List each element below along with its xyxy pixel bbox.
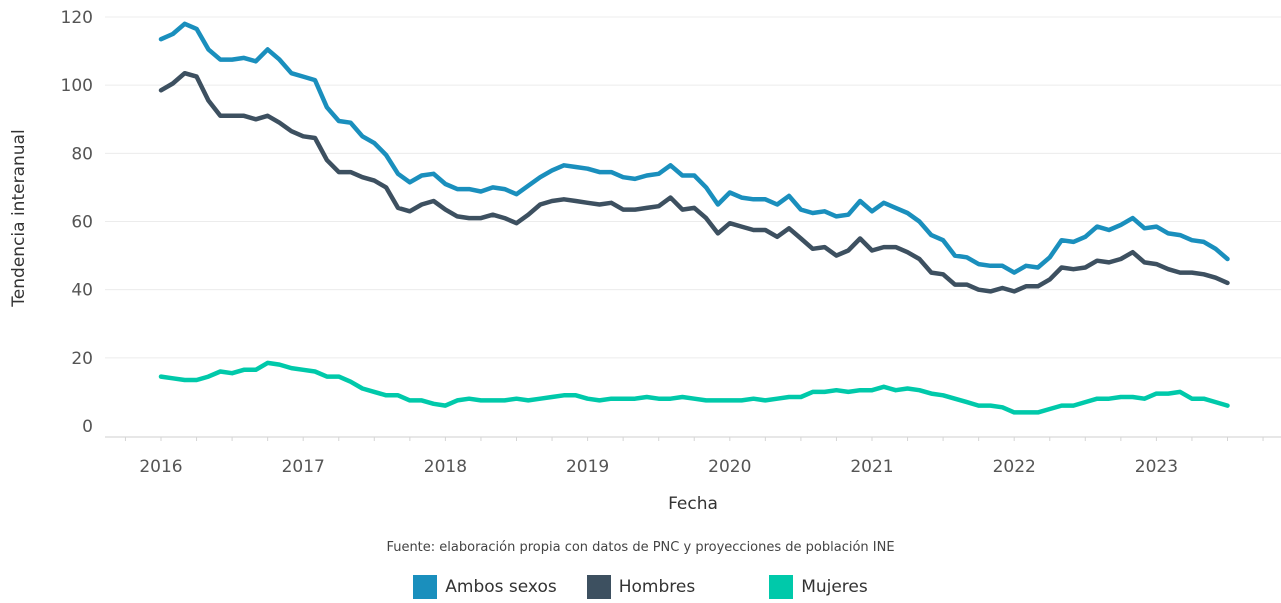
y-tick-label: 20	[71, 349, 93, 369]
legend-item-ambos-sexos[interactable]: Ambos sexos	[413, 575, 557, 599]
x-tick-label: 2017	[282, 457, 325, 477]
y-tick-label: 120	[61, 8, 93, 28]
legend-swatch	[586, 575, 611, 599]
legend-label: Ambos sexos	[445, 577, 557, 597]
series-line-ambos-sexos	[158, 21, 1230, 275]
x-tick-label: 2023	[1135, 457, 1178, 477]
y-tick-labels: 0 20 40 60 80 100 120	[61, 8, 93, 437]
legend-label: Mujeres	[801, 577, 868, 597]
legend-item-mujeres[interactable]: Mujeres	[769, 575, 868, 599]
x-tick-label: 2018	[424, 457, 467, 477]
x-tick-label: 2021	[850, 457, 893, 477]
x-tick-labels: 2016 2017 2018 2019 2020 2021 2022 2023	[139, 457, 1178, 477]
y-tick-label: 100	[61, 76, 93, 96]
legend-swatch	[413, 575, 438, 599]
legend: Ambos sexos Hombres Mujeres	[0, 575, 1281, 599]
x-axis-title: Fecha	[668, 494, 718, 514]
legend-swatch	[769, 575, 794, 599]
x-tick-label: 2022	[993, 457, 1036, 477]
x-tick-label: 2020	[708, 457, 751, 477]
x-tick-label: 2019	[566, 457, 609, 477]
y-tick-label: 80	[71, 144, 93, 164]
x-tick-marks	[124, 437, 1264, 441]
y-tick-label: 0	[82, 417, 93, 437]
series-line-mujeres	[158, 360, 1230, 415]
series-line-hombres	[158, 70, 1230, 294]
x-tick-label: 2016	[139, 457, 182, 477]
legend-label: Hombres	[618, 577, 696, 597]
y-axis-title: Tendencia interanual	[9, 129, 29, 307]
legend-item-hombres[interactable]: Hombres	[586, 575, 696, 599]
y-tick-label: 40	[71, 281, 93, 301]
gridlines	[105, 16, 1281, 359]
series-lines	[158, 21, 1230, 415]
y-tick-label: 60	[71, 213, 93, 233]
source-caption: Fuente: elaboración propia con datos de …	[386, 540, 895, 555]
